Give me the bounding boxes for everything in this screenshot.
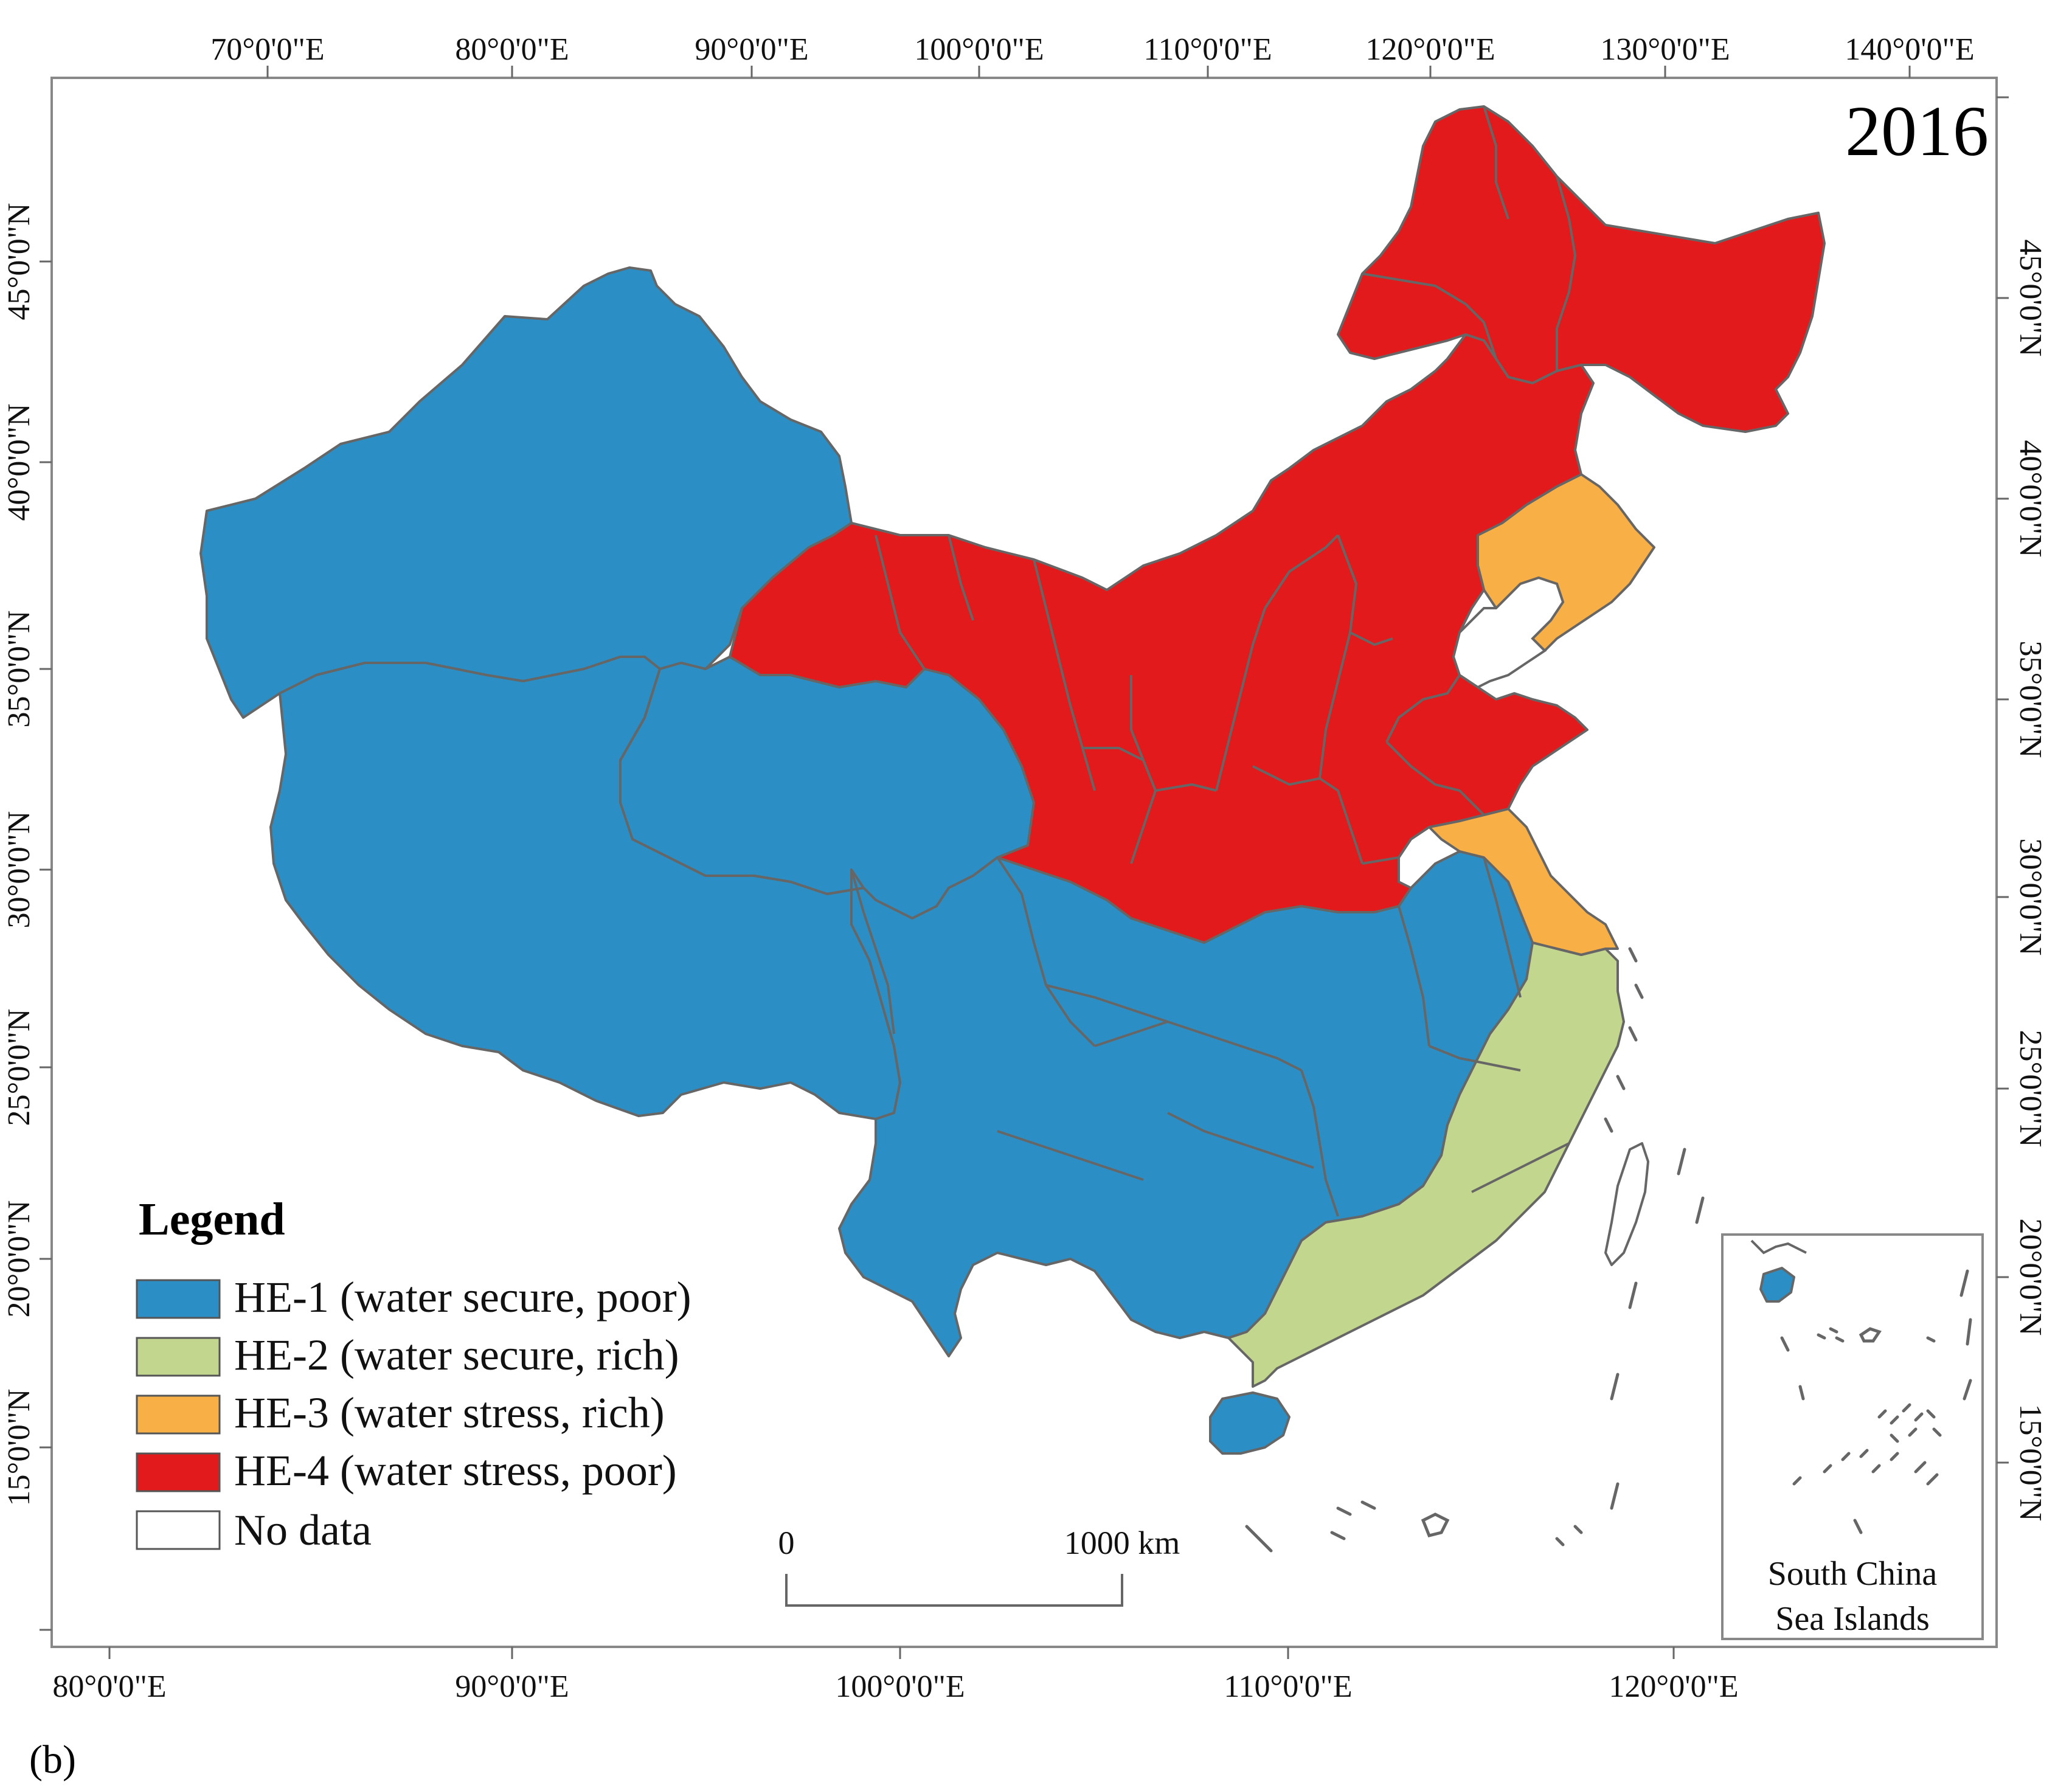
legend-swatch <box>136 1394 221 1435</box>
province-boundaries <box>619 106 1576 1217</box>
left-tick-label: 40°0'0"N <box>2 404 36 521</box>
axis-ticks <box>40 66 2009 1659</box>
right-tick-label: 20°0'0"N <box>2013 1219 2048 1336</box>
panel-label: (b) <box>29 1737 76 1782</box>
right-tick-label: 25°0'0"N <box>2013 1030 2048 1148</box>
scale-start-label: 0 <box>778 1525 795 1561</box>
bottom-tick-label: 80°0'0"E <box>52 1669 166 1704</box>
scale-line <box>785 1574 1123 1607</box>
legend-item-label: HE-1 (water secure, poor) <box>234 1273 691 1322</box>
map-frame <box>50 77 1998 1648</box>
region-he3-jiangsu-shanghai <box>1428 808 1619 956</box>
region-he2-southeast <box>1227 941 1625 1388</box>
taiwan-outline <box>1604 1142 1649 1266</box>
legend-swatch <box>136 1510 221 1550</box>
right-tick-label: 35°0'0"N <box>2013 641 2048 758</box>
scale-end-label: 1000 km <box>1064 1525 1180 1561</box>
bottom-tick-label: 120°0'0"E <box>1609 1669 1738 1704</box>
south-china-sea-inset: South China Sea Islands <box>1721 1233 1984 1640</box>
top-tick-label: 120°0'0"E <box>1365 32 1495 67</box>
top-tick-label: 110°0'0"E <box>1143 32 1272 67</box>
left-tick-label: 20°0'0"N <box>2 1200 36 1318</box>
legend-title: Legend <box>139 1194 285 1245</box>
right-tick-label: 40°0'0"N <box>2013 440 2048 558</box>
legend-swatch <box>136 1279 221 1319</box>
left-tick-label: 35°0'0"N <box>2 611 36 728</box>
legend-swatch <box>136 1452 221 1492</box>
scale-bar: 0 1000 km <box>778 1525 1180 1607</box>
left-tick-label: 15°0'0"N <box>2 1389 36 1506</box>
legend: Legend HE-1 (water secure, poor) HE-2 (w… <box>136 1194 691 1554</box>
inset-label-line2: Sea Islands <box>1775 1600 1930 1638</box>
legend-item-label: No data <box>234 1506 372 1554</box>
left-tick-label: 30°0'0"N <box>2 811 36 929</box>
inset-label-line1: South China <box>1768 1555 1938 1593</box>
legend-item-label: HE-3 (water stress, rich) <box>234 1388 665 1437</box>
region-he4-northeast <box>1337 105 1826 433</box>
bohai-sea <box>1452 576 1565 689</box>
inset-hainan <box>1759 1267 1795 1303</box>
bottom-tick-label: 110°0'0"E <box>1224 1669 1352 1704</box>
top-axis-labels: 70°0'0"E 80°0'0"E 90°0'0"E 100°0'0"E 110… <box>210 32 1974 67</box>
left-tick-label: 45°0'0"N <box>2 203 36 320</box>
inset-coast <box>1750 1239 1807 1255</box>
right-axis-labels: 45°0'0"N 40°0'0"N 35°0'0"N 30°0'0"N 25°0… <box>2013 240 2048 1522</box>
legend-swatch <box>136 1337 221 1377</box>
bottom-axis-labels: 80°0'0"E 90°0'0"E 100°0'0"E 110°0'0"E 12… <box>52 1669 1738 1704</box>
left-axis-labels: 45°0'0"N 40°0'0"N 35°0'0"N 30°0'0"N 25°0… <box>2 203 36 1506</box>
right-tick-label: 45°0'0"N <box>2013 240 2048 357</box>
right-tick-label: 15°0'0"N <box>2013 1404 2048 1522</box>
coastal-islands <box>1245 947 1705 1553</box>
region-he1-hainan <box>1209 1391 1291 1455</box>
year-label: 2016 <box>1845 91 1989 171</box>
top-tick-label: 140°0'0"E <box>1845 32 1974 67</box>
left-tick-label: 25°0'0"N <box>2 1009 36 1126</box>
top-tick-label: 90°0'0"E <box>695 32 808 67</box>
top-tick-label: 70°0'0"E <box>210 32 324 67</box>
inset-islands <box>1780 1269 1972 1534</box>
legend-item-label: HE-4 (water stress, poor) <box>234 1446 677 1495</box>
legend-item-label: HE-2 (water secure, rich) <box>234 1331 679 1379</box>
top-tick-label: 130°0'0"E <box>1600 32 1730 67</box>
bottom-tick-label: 100°0'0"E <box>835 1669 965 1704</box>
bottom-tick-label: 90°0'0"E <box>455 1669 569 1704</box>
top-tick-label: 100°0'0"E <box>914 32 1044 67</box>
right-tick-label: 30°0'0"N <box>2013 839 2048 956</box>
top-tick-label: 80°0'0"E <box>455 32 569 67</box>
